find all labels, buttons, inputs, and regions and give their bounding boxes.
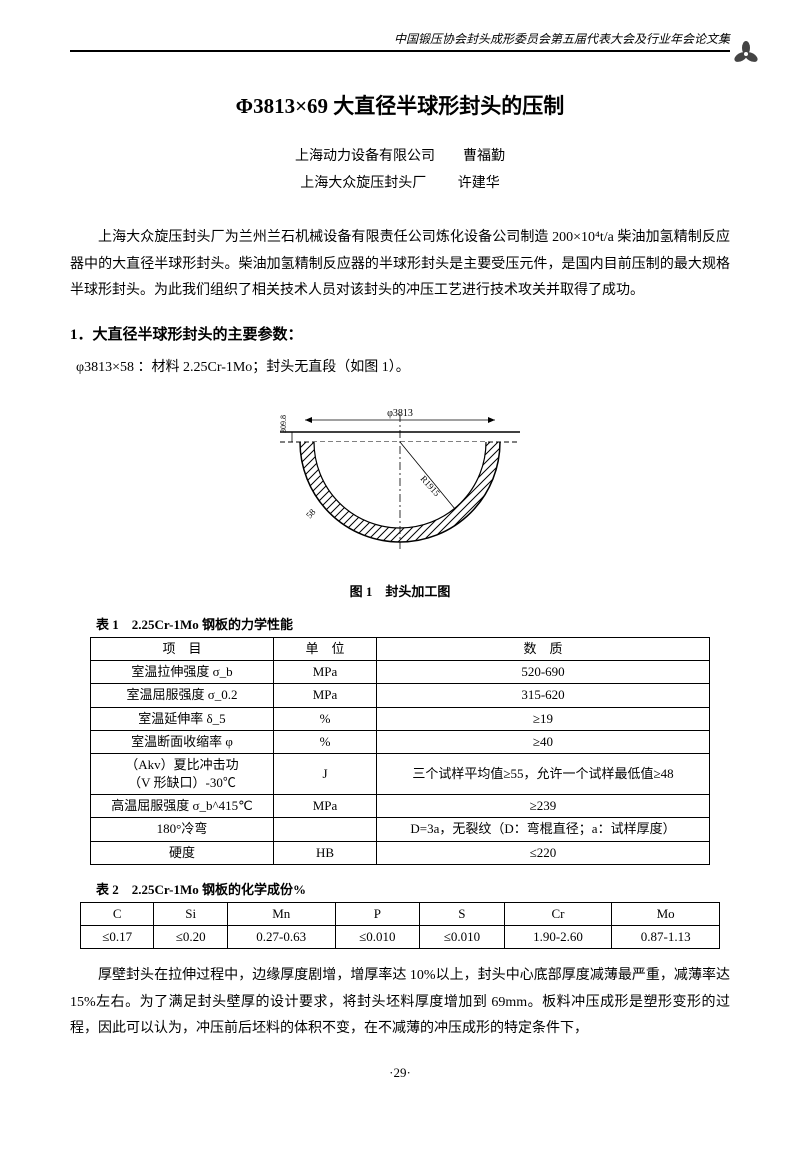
table-row: 室温断面收缩率 φ%≥40: [91, 730, 710, 753]
dim-thickness: 58: [304, 507, 318, 521]
paper-title: Φ3813×69 大直径半球形封头的压制: [70, 90, 730, 120]
table-row: ≤0.17 ≤0.20 0.27-0.63 ≤0.010 ≤0.010 1.90…: [81, 926, 720, 949]
author-org-2: 上海大众旋压封头厂: [300, 176, 426, 191]
table-row: （Akv）夏比冲击功 （V 形缺口）-30℃J三个试样平均值≥55，允许一个试样…: [91, 753, 710, 794]
section-1-heading: 1．大直径半球形封头的主要参数：: [70, 323, 730, 344]
table-row: 室温拉伸强度 σ_bMPa520-690: [91, 661, 710, 684]
header-text: 中国锻压协会封头成形委员会第五届代表大会及行业年会论文集: [394, 32, 730, 46]
running-header: 中国锻压协会封头成形委员会第五届代表大会及行业年会论文集: [70, 30, 730, 52]
dim-diameter: φ3813: [387, 408, 413, 419]
table-row: C Si Mn P S Cr Mo: [81, 902, 720, 925]
table-header: 项 目: [91, 637, 274, 660]
intro-paragraph: 上海大众旋压封头厂为兰州兰石机械设备有限责任公司炼化设备公司制造 200×10⁴…: [70, 225, 730, 305]
author-block: 上海动力设备有限公司 曹福勤 上海大众旋压封头厂 许建华: [70, 144, 730, 197]
table-1-caption: 表 1 2.25Cr-1Mo 钢板的力学性能: [96, 614, 730, 633]
dim-height: 309.8: [279, 415, 288, 433]
logo-icon: [732, 40, 760, 72]
page-number: ·29·: [70, 1065, 730, 1081]
paragraph-2: 厚壁封头在拉伸过程中，边缘厚度剧增，增厚率达 10%以上，封头中心底部厚度减薄最…: [70, 963, 730, 1043]
author-name-1: 曹福勤: [463, 149, 505, 164]
author-name-2: 许建华: [458, 176, 500, 191]
table-row: 室温延伸率 δ_5%≥19: [91, 707, 710, 730]
table-row: 高温屈服强度 σ_b^415℃MPa≥239: [91, 795, 710, 818]
figure-1-caption: 图 1 封头加工图: [70, 581, 730, 600]
figure-1: φ3813 309.8 R1915 58: [70, 394, 730, 569]
table-2-caption: 表 2 2.25Cr-1Mo 钢板的化学成份%: [96, 879, 730, 898]
table-row: 硬度HB≤220: [91, 841, 710, 864]
table-row: 室温屈服强度 σ_0.2MPa315-620: [91, 684, 710, 707]
param-line: φ3813×58 ：材料 2.25Cr-1Mo；封头无直段（如图 1）。: [76, 356, 730, 376]
table-row: 180°冷弯D=3a，无裂纹（D：弯棍直径；a：试样厚度）: [91, 818, 710, 841]
author-org-1: 上海动力设备有限公司: [295, 149, 435, 164]
table-2: C Si Mn P S Cr Mo ≤0.17 ≤0.20 0.27-0.63 …: [80, 902, 720, 949]
table-header: 数 质: [377, 637, 710, 660]
table-header: 单 位: [274, 637, 377, 660]
table-1: 项 目 单 位 数 质 室温拉伸强度 σ_bMPa520-690 室温屈服强度 …: [90, 637, 710, 865]
table-row: 项 目 单 位 数 质: [91, 637, 710, 660]
